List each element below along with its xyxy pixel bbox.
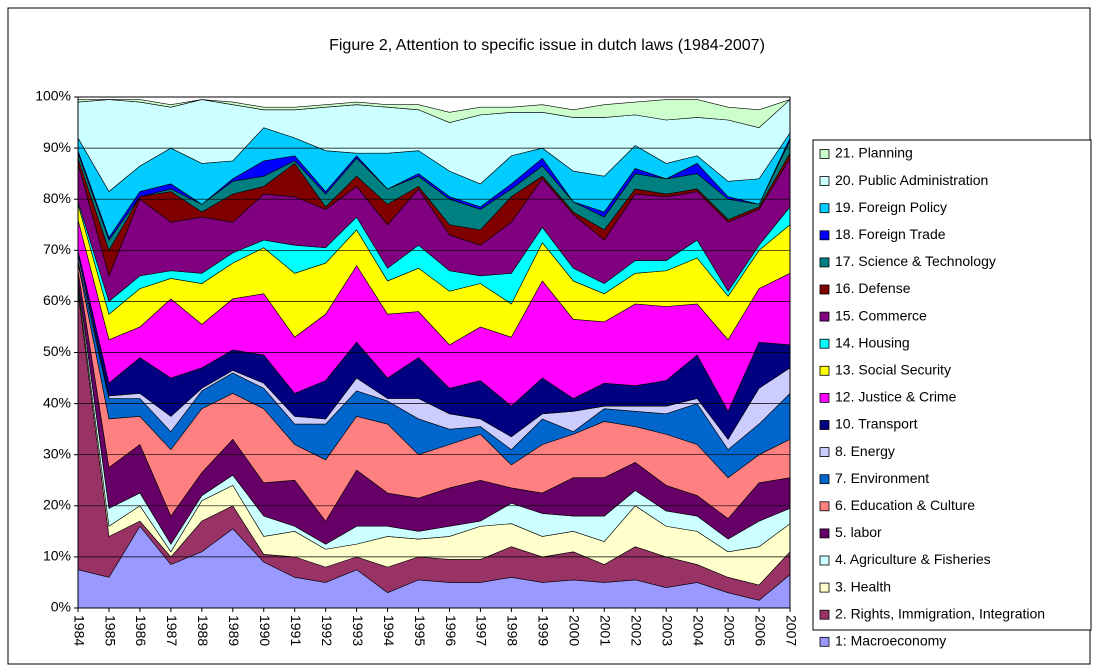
legend-swatch [819, 257, 830, 268]
legend-swatch [819, 555, 830, 566]
x-tick-label: 1987 [164, 615, 180, 646]
y-tick-label: 30% [43, 445, 71, 461]
plot-border [77, 96, 791, 609]
legend-label: 4. Agriculture & Fisheries [835, 551, 991, 567]
x-tick-label: 1991 [288, 615, 304, 646]
y-tick-label: 40% [43, 394, 71, 410]
legend-label: 15. Commerce [835, 307, 927, 323]
legend-swatch [819, 338, 830, 349]
area [77, 99, 791, 128]
legend: 1: Macroeconomy 2. Rights, Immigration, I… [819, 145, 1045, 649]
legend-label: 20. Public Administration [835, 172, 988, 188]
x-tick-label: 1988 [195, 615, 211, 646]
legend-label: 2. Rights, Immigration, Integration [835, 605, 1045, 621]
x-tick-label: 1990 [257, 615, 273, 646]
legend-swatch [819, 392, 830, 403]
legend-swatch [819, 311, 830, 322]
x-tick-label: 1984 [71, 615, 87, 646]
x-tick-label: 2001 [598, 615, 614, 646]
x-tick-label: 1992 [319, 615, 335, 646]
legend-swatch [819, 420, 830, 430]
x-tick-label: 1997 [474, 615, 490, 646]
y-tick-label: 70% [43, 241, 71, 257]
legend-box [812, 139, 1092, 631]
legend-swatch [819, 203, 830, 214]
legend-label: 8. Energy [835, 443, 895, 459]
y-tick-label: 100% [35, 88, 71, 104]
x-tick-label: 1985 [102, 615, 118, 646]
legend-label: 16. Defense [835, 280, 911, 296]
y-tick-label: 20% [43, 497, 71, 513]
y-tick-label: 60% [43, 292, 71, 308]
legend-swatch [819, 474, 830, 485]
legend-label: 12. Justice & Crime [835, 389, 957, 405]
legend-label: 5. labor [835, 524, 882, 540]
legend-swatch [819, 528, 830, 539]
legend-swatch [819, 609, 830, 620]
legend-label: 14. Housing [835, 334, 910, 350]
legend-label: 18. Foreign Trade [835, 226, 946, 242]
legend-swatch [819, 636, 830, 647]
legend-swatch [819, 284, 830, 295]
legend-swatch [819, 149, 830, 159]
legend-swatch [819, 582, 830, 593]
x-tick-label: 2007 [783, 615, 799, 646]
legend-label: 6. Education & Culture [835, 497, 975, 513]
legend-label: 7. Environment [835, 470, 929, 486]
y-tick-label: 50% [43, 343, 71, 359]
axes: 0% 10% 20% 30% 40% 50% 60% 70% 80% 90% 100% 1984 198… [35, 88, 799, 647]
legend-swatch [819, 176, 830, 187]
x-tick-label: 1996 [443, 615, 459, 646]
legend-label: 3. Health [835, 578, 891, 594]
y-tick-label: 90% [43, 139, 71, 155]
x-tick-label: 2004 [690, 615, 706, 646]
x-tick-label: 2005 [721, 615, 737, 646]
legend-swatch [819, 230, 830, 241]
plot [77, 98, 791, 609]
legend-label: 1: Macroeconomy [835, 633, 946, 649]
x-tick-label: 1998 [505, 615, 521, 646]
x-tick-label: 2003 [659, 615, 675, 646]
x-tick-label: 1986 [133, 615, 149, 646]
legend-swatch [819, 447, 830, 458]
x-tick-label: 1994 [381, 615, 397, 646]
legend-label: 17. Science & Technology [835, 253, 996, 269]
legend-swatch [819, 365, 830, 376]
x-tick-label: 1989 [226, 615, 242, 646]
x-tick-label: 1995 [412, 615, 428, 646]
x-tick-label: 1993 [350, 615, 366, 646]
chart-title: Figure 2, Attention to specific issue in… [329, 37, 765, 54]
x-tick-label: 1999 [536, 615, 552, 646]
x-tick-label: 2006 [752, 615, 768, 646]
legend-label: 21. Planning [835, 145, 913, 161]
x-tick-label: 2000 [567, 615, 583, 646]
x-tick-label: 2002 [629, 615, 645, 646]
legend-label: 13. Social Security [835, 362, 951, 378]
y-tick-label: 10% [43, 548, 71, 564]
legend-label: 10. Transport [835, 416, 918, 432]
y-tick-label: 80% [43, 190, 71, 206]
legend-swatch [819, 501, 830, 512]
legend-label: 19. Foreign Policy [835, 199, 947, 215]
y-tick-label: 0% [51, 599, 71, 615]
